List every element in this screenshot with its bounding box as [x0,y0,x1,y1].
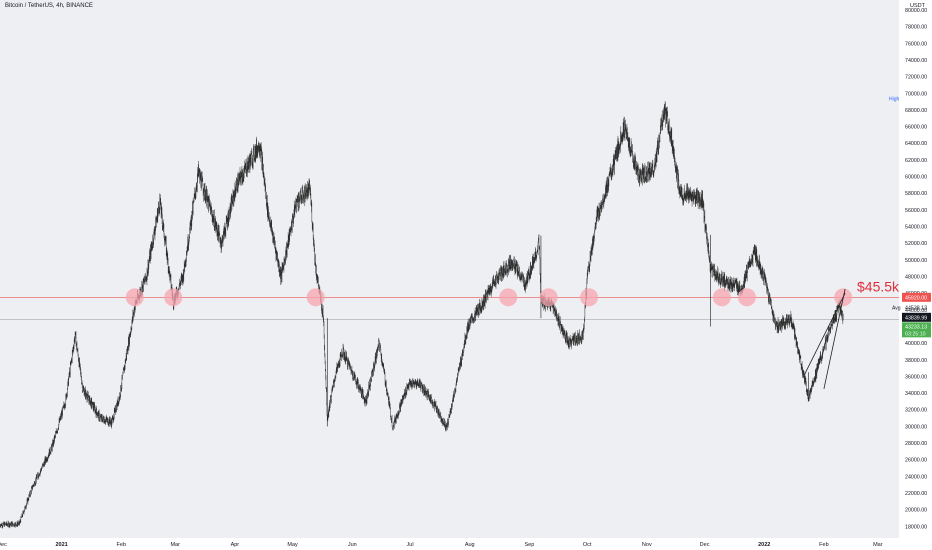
trendline [823,288,846,390]
x-tick-label: Apr [231,542,240,548]
last-price-label: 43839.99 [905,315,927,321]
x-tick-label: Jul [407,542,414,548]
y-tick-label: 62000.00 [905,158,927,164]
y-tick-label: 80000.00 [905,8,927,14]
y-tick-label: 28000.00 [905,441,927,447]
plot-area [0,0,899,538]
y-tick-label: 68000.00 [905,108,927,114]
y-tick-label: 74000.00 [905,58,927,64]
highlight-circle [306,288,325,307]
y-tick-label: 52000.00 [905,241,927,247]
candles-group [0,100,844,529]
highlight-circle [125,288,144,307]
y-tick-label: 34000.00 [905,391,927,397]
high-label: High [889,96,900,102]
y-tick-label: 50000.00 [905,258,927,264]
x-tick-label: Jun [348,542,357,548]
last-price-label-bg [902,312,931,322]
y-tick-label: 18000.00 [905,524,927,530]
y-tick-label: 38000.00 [905,358,927,364]
y-tick-label: 30000.00 [905,424,927,430]
x-tick-label: 2022 [758,542,770,548]
x-tick-label: Dec [0,542,7,548]
x-tick-label: Mar [873,542,883,548]
x-tick-label: Nov [642,542,652,548]
avg-price-label: 44538.13 [905,305,927,311]
x-tick-label: May [287,542,298,548]
price-axis [899,0,932,550]
trendline [802,292,846,379]
y-tick-label: 78000.00 [905,25,927,31]
avg-label: Avg [892,305,901,311]
y-tick-label: 48000.00 [905,274,927,280]
highlight-circle [737,288,756,307]
y-tick-label: 60000.00 [905,175,927,181]
highlight-circle [164,288,183,307]
y-tick-label: 26000.00 [905,458,927,464]
x-tick-label: Dec [700,542,710,548]
y-tick-label: 72000.00 [905,75,927,81]
x-tick-label: Feb [819,542,828,548]
y-tick-label: 20000.00 [905,508,927,514]
y-tick-label: 54000.00 [905,225,927,231]
highlight-circle [580,288,599,307]
resistance-price-label-bg [902,292,931,302]
y-tick-label: 76000.00 [905,41,927,47]
countdown-label: 03:25:10 [905,331,926,337]
y-tick-label: 36000.00 [905,374,927,380]
highlight-circle [499,288,518,307]
y-tick-label: 22000.00 [905,491,927,497]
highlight-circle [539,288,558,307]
x-tick-label: Mar [170,542,180,548]
resistance-annotation: $45.5k [857,278,900,294]
currency-label: USDT [910,3,926,9]
y-tick-label: 70000.00 [905,91,927,97]
y-tick-label: 56000.00 [905,208,927,214]
y-tick-label: 66000.00 [905,125,927,131]
resistance-price-label: 45920.00 [905,295,927,301]
x-tick-label: Oct [583,542,592,548]
y-tick-label: 24000.00 [905,474,927,480]
y-tick-label: 64000.00 [905,141,927,147]
y-tick-label: 44000.00 [905,308,927,314]
x-tick-label: Feb [117,542,126,548]
green-price-label: 43233.13 [905,324,927,330]
time-axis [0,538,932,550]
y-tick-label: 32000.00 [905,408,927,414]
x-tick-label: 2021 [55,542,67,548]
highlight-circle [712,288,731,307]
x-tick-label: Sep [524,542,534,548]
y-tick-label: 40000.00 [905,341,927,347]
green-label-bg [902,322,931,338]
chart-title: Bitcoin / TetherUS, 4h, BINANCE [5,3,93,9]
y-tick-label: 58000.00 [905,191,927,197]
x-tick-label: Aug [465,542,475,548]
